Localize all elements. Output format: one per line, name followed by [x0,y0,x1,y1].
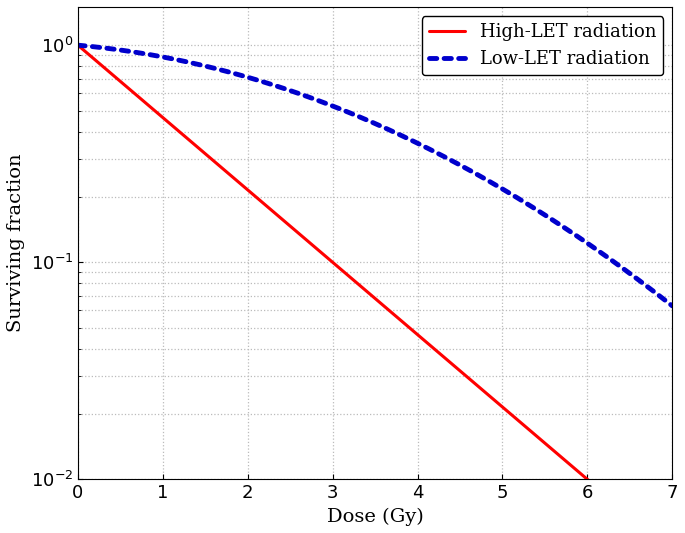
Low-LET radiation [104,45,112,52]
Low-LET radiation [651,289,659,296]
Low-LET radiation [542,213,550,219]
High-LET radiation [363,288,371,295]
Line: High-LET radiation: High-LET radiation [78,45,672,533]
High-LET radiation [104,68,112,74]
Low-LET radiation [74,42,82,49]
Low-LET radiation [347,110,356,117]
High-LET radiation [542,441,550,447]
High-LET radiation [74,42,82,49]
Low-LET radiation [668,303,676,309]
Low-LET radiation [651,289,659,295]
X-axis label: Dose (Gy): Dose (Gy) [327,508,423,526]
Low-LET radiation [363,117,371,123]
Line: Low-LET radiation: Low-LET radiation [78,45,672,306]
High-LET radiation [347,275,356,281]
Y-axis label: Surviving fraction: Surviving fraction [7,154,25,333]
Legend: High-LET radiation, Low-LET radiation: High-LET radiation, Low-LET radiation [422,16,663,76]
